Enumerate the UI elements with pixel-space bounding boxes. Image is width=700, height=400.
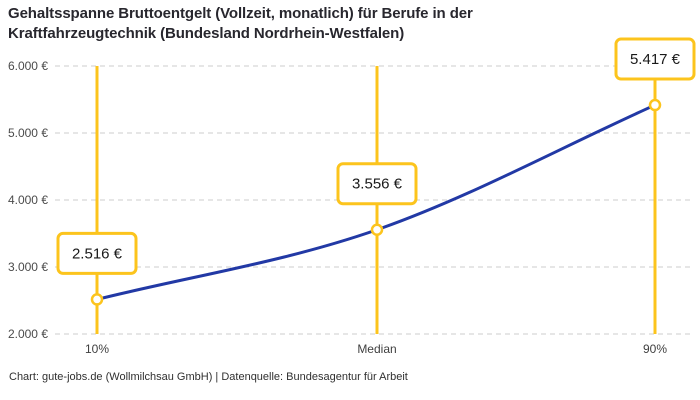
value-label-box	[336, 162, 418, 206]
value-label-box	[56, 231, 138, 275]
value-label-text: 5.417 €	[630, 51, 681, 68]
x-tick-label: Median	[357, 342, 396, 356]
value-label-text: 3.556 €	[352, 176, 403, 193]
chart-title: Gehaltsspanne Bruttoentgelt (Vollzeit, m…	[8, 5, 473, 42]
x-tick-label: 90%	[643, 342, 667, 356]
y-tick-label: 2.000 €	[8, 327, 48, 341]
y-tick-label: 4.000 €	[8, 193, 48, 207]
data-point-marker	[648, 98, 662, 112]
data-point-marker	[370, 223, 384, 236]
chart-attribution: Chart: gute-jobs.de (Wollmilchsau GmbH) …	[9, 371, 408, 383]
y-tick-label: 3.000 €	[8, 260, 48, 274]
x-tick-label: 10%	[85, 342, 109, 356]
value-label-text: 2.516 €	[72, 245, 123, 262]
y-tick-label: 6.000 €	[8, 59, 48, 73]
value-label-box	[614, 37, 696, 81]
y-tick-label: 5.000 €	[8, 126, 48, 140]
data-point-marker	[90, 293, 104, 306]
